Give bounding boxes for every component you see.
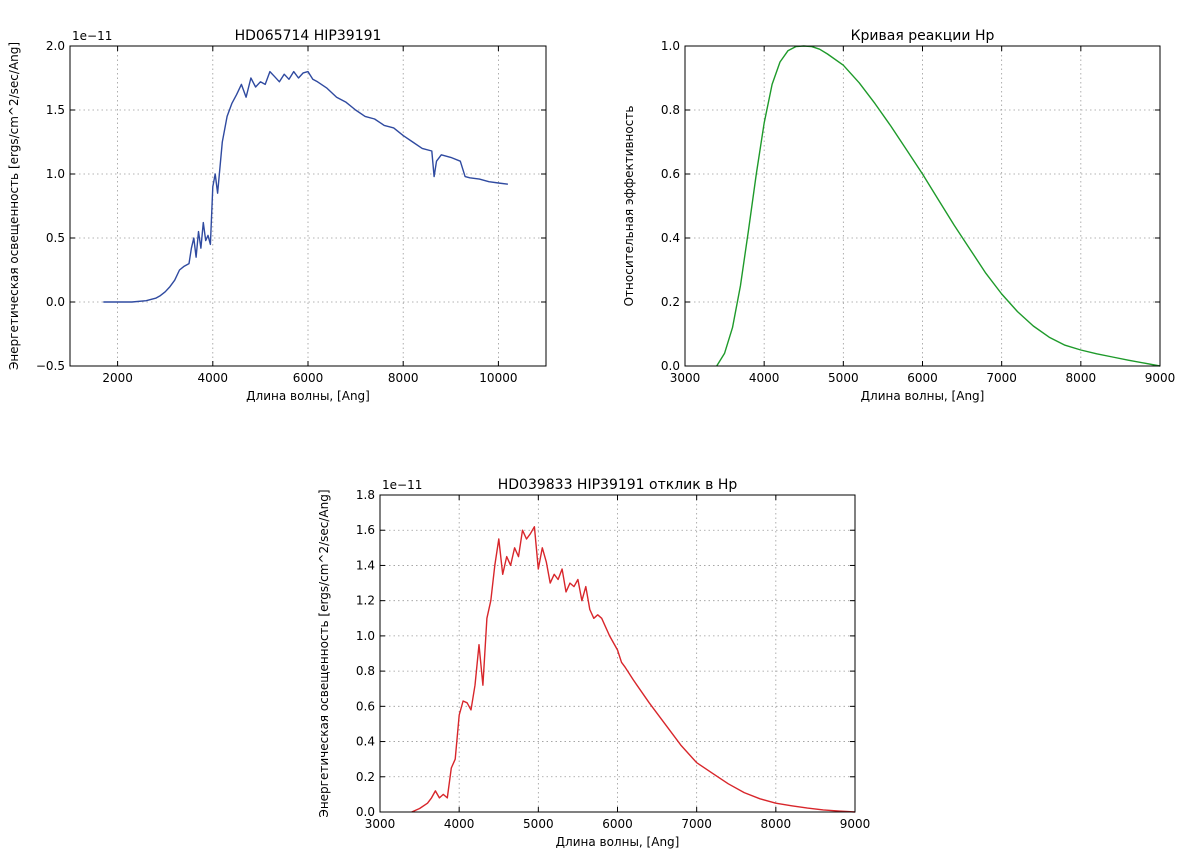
y-tick-label: 0.4 xyxy=(356,735,375,749)
x-tick-label: 8000 xyxy=(761,817,792,831)
y-tick-label: 1.0 xyxy=(356,629,375,643)
y-tick-label: 0.0 xyxy=(46,295,65,309)
x-tick-label: 7000 xyxy=(986,371,1017,385)
x-tick-label: 6000 xyxy=(602,817,633,831)
x-tick-label: 9000 xyxy=(840,817,871,831)
x-tick-label: 8000 xyxy=(388,371,419,385)
y-tick-label: 0.6 xyxy=(356,699,375,713)
y-tick-label: 0.4 xyxy=(661,231,680,245)
y-tick-label: 0.6 xyxy=(661,167,680,181)
y-tick-label: 0.0 xyxy=(356,805,375,819)
x-tick-label: 9000 xyxy=(1145,371,1176,385)
y-offset-label: 1e−11 xyxy=(72,29,112,43)
chart-spectrum-hd065714: 2000 4000 6000 8000 10000 −0.5 0.0 0.5 1.0 1.5 2.0… xyxy=(7,28,547,403)
y-offset-label: 1e−11 xyxy=(382,478,422,492)
y-tick-label: 0.8 xyxy=(356,664,375,678)
y-axis-label: Энергетическая освещенность [ergs/cm^2/s… xyxy=(317,489,331,817)
y-tick-label: 1.5 xyxy=(46,103,65,117)
x-tick-label: 4000 xyxy=(444,817,475,831)
y-tick-label: 0.0 xyxy=(661,359,680,373)
y-axis-label: Энергетическая освещенность [ergs/cm^2/s… xyxy=(7,42,21,370)
x-tick-label: 6000 xyxy=(907,371,938,385)
y-tick-label: 1.8 xyxy=(356,488,375,502)
x-axis-label: Длина волны, [Ang] xyxy=(246,389,370,403)
series-line xyxy=(716,45,1161,367)
x-tick-label: 3000 xyxy=(365,817,396,831)
plot-area xyxy=(70,46,546,366)
chart-title: HD039833 HIP39191 отклик в Hp xyxy=(498,477,738,493)
y-tick-label: 1.2 xyxy=(356,594,375,608)
plot-area xyxy=(685,46,1160,366)
chart-response-curve-hp: 3000 4000 5000 6000 7000 8000 9000 0.0 0.2 0.4 0.6… xyxy=(622,28,1175,403)
x-tick-label: 4000 xyxy=(198,371,229,385)
chart-title: Кривая реакции Hp xyxy=(851,28,995,44)
x-tick-label: 5000 xyxy=(523,817,554,831)
x-axis-label: Длина волны, [Ang] xyxy=(556,835,680,849)
x-axis-label: Длина волны, [Ang] xyxy=(861,389,985,403)
y-tick-label: 0.5 xyxy=(46,231,65,245)
y-tick-label: 2.0 xyxy=(46,39,65,53)
y-tick-label: 0.2 xyxy=(661,295,680,309)
y-tick-label: 1.6 xyxy=(356,523,375,537)
y-axis-label: Относительная эффективность xyxy=(622,106,636,307)
y-tick-label: −0.5 xyxy=(36,359,65,373)
y-tick-label: 0.2 xyxy=(356,770,375,784)
chart-response-hd039833: 3000 4000 5000 6000 7000 8000 9000 0.0 0.2 0.4 0.6… xyxy=(317,477,870,849)
y-tick-label: 1.0 xyxy=(661,39,680,53)
x-tick-label: 8000 xyxy=(1066,371,1097,385)
series-line xyxy=(103,70,508,303)
x-tick-label: 7000 xyxy=(681,817,712,831)
x-tick-label: 2000 xyxy=(102,371,133,385)
x-tick-label: 5000 xyxy=(828,371,859,385)
x-tick-label: 4000 xyxy=(749,371,780,385)
y-tick-label: 1.0 xyxy=(46,167,65,181)
x-tick-label: 6000 xyxy=(293,371,324,385)
y-tick-label: 1.4 xyxy=(356,558,375,572)
y-tick-label: 0.8 xyxy=(661,103,680,117)
chart-title: HD065714 HIP39191 xyxy=(235,28,382,44)
x-tick-label: 3000 xyxy=(670,371,701,385)
series-line xyxy=(411,526,856,813)
x-tick-label: 10000 xyxy=(479,371,517,385)
